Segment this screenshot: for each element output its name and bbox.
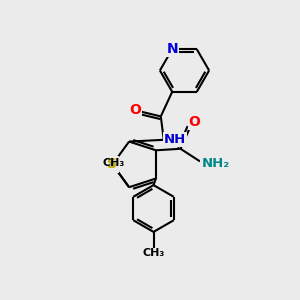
- Text: O: O: [189, 115, 201, 129]
- Text: NH: NH: [164, 133, 186, 146]
- Text: CH₃: CH₃: [103, 158, 125, 168]
- Text: CH₃: CH₃: [142, 248, 165, 258]
- Text: NH₂: NH₂: [202, 157, 230, 170]
- Text: N: N: [167, 42, 178, 56]
- Text: S: S: [107, 158, 118, 171]
- Text: O: O: [129, 103, 141, 117]
